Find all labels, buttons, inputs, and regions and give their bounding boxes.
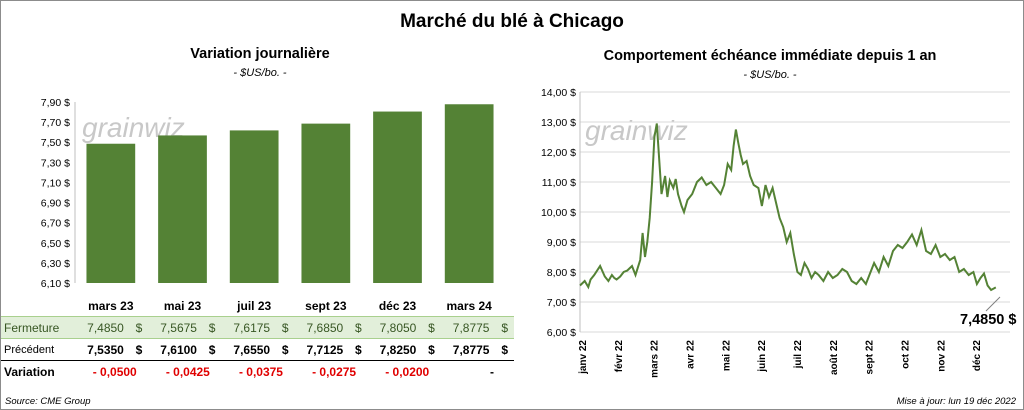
right-chart-title: Comportement échéance immédiate depuis 1… <box>603 48 937 64</box>
table-row-variation: Variation - 0,0500 - 0,0425 - 0,0375 - 0… <box>1 361 514 383</box>
cell-precedent-0: 7,5350 $ <box>87 342 143 357</box>
line-x-tick-label: juil 22 <box>793 340 804 370</box>
cell-variation-0: - 0,0500 <box>92 364 137 379</box>
table-row-fermeture: Fermeture 7,4850 $ 7,5675 $ 7,6175 $ 7,6850… <box>1 316 514 339</box>
cell-variation-2: - 0,0375 <box>238 364 283 379</box>
line-x-tick-label: avr 22 <box>686 340 697 369</box>
cell-fermeture-0: 7,4850 $ <box>87 320 143 335</box>
price-table: Fermeture 7,4850 $ 7,5675 $ 7,6175 $ 7,6850… <box>1 316 514 382</box>
bar-x-tick-label: sept 23 <box>305 299 347 313</box>
line-x-tick-label: nov 22 <box>936 340 947 372</box>
line-y-tick-label: 6,00 $ <box>547 327 576 339</box>
cell-variation-3: - 0,0275 <box>312 364 357 379</box>
cell-precedent-3: 7,7125 $ <box>306 342 362 357</box>
footer-source: Source: CME Group <box>5 396 91 407</box>
bar-x-tick-label: mars 23 <box>88 299 134 313</box>
line-x-tick-label: févr 22 <box>614 340 625 373</box>
bar-0 <box>86 143 136 283</box>
right-chart-unit: - $US/bo. - <box>743 69 797 81</box>
cell-variation-5: - <box>490 364 494 379</box>
cell-fermeture-2: 7,6175 $ <box>233 320 289 335</box>
row-label: Précédent <box>1 338 76 361</box>
line-x-tick-label: oct 22 <box>901 340 912 369</box>
bar-y-tick-label: 7,50 $ <box>41 137 70 149</box>
bar-y-tick-label: 7,70 $ <box>41 117 70 129</box>
table-row-precedent: Précédent 7,5350 $ 7,6100 $ 7,6550 $ 7,7125… <box>1 338 514 361</box>
bar-y-tick-label: 7,90 $ <box>41 97 70 109</box>
bar-3 <box>301 123 351 283</box>
bar-1 <box>158 135 207 283</box>
cell-fermeture-4: 7,8050 $ <box>379 320 435 335</box>
bar-4 <box>373 111 422 283</box>
bar-5 <box>444 104 494 283</box>
bar-2 <box>229 130 279 283</box>
line-y-tick-label: 8,00 $ <box>547 267 576 279</box>
left-chart-title: Variation journalière <box>190 46 330 62</box>
line-x-tick-label: juin 22 <box>757 340 768 373</box>
bar-chart: grainwiz 6,10 $6,30 $6,50 $6,70 $6,90 $7… <box>41 97 494 313</box>
bar-y-tick-label: 6,30 $ <box>41 258 70 270</box>
row-label: Variation <box>4 364 55 379</box>
line-x-tick-label: août 22 <box>829 340 840 375</box>
line-y-tick-label: 11,00 $ <box>542 177 576 189</box>
cell-precedent-1: 7,6100 $ <box>160 342 216 357</box>
cell-fermeture-3: 7,6850 $ <box>306 320 362 335</box>
last-value-pointer <box>985 296 1001 312</box>
bar-y-tick-label: 6,50 $ <box>41 238 70 250</box>
cell-fermeture-5: 7,8775 $ <box>452 320 508 335</box>
line-y-tick-label: 14,00 $ <box>541 87 576 99</box>
bar-y-tick-label: 7,30 $ <box>41 157 70 169</box>
bar-y-tick-label: 6,10 $ <box>41 278 70 290</box>
footer-updated: Mise à jour: lun 19 déc 2022 <box>896 396 1016 407</box>
cell-variation-4: - 0,0200 <box>385 364 430 379</box>
bar-x-tick-label: déc 23 <box>379 299 417 313</box>
bar-y-tick-label: 7,10 $ <box>41 177 70 189</box>
left-chart-unit: - $US/bo. - <box>233 67 287 79</box>
line-y-tick-label: 13,00 $ <box>541 117 576 129</box>
bar-y-tick-label: 6,90 $ <box>41 198 70 210</box>
cell-precedent-4: 7,8250 $ <box>379 342 435 357</box>
line-y-tick-label: 7,00 $ <box>547 297 576 309</box>
bar-x-tick-label: juil 23 <box>236 299 271 313</box>
line-y-tick-label: 9,00 $ <box>547 237 576 249</box>
line-y-tick-label: 10,00 $ <box>541 207 576 219</box>
bar-x-tick-label: mai 23 <box>164 299 202 313</box>
page-title: Marché du blé à Chicago <box>400 11 624 32</box>
watermark-right: grainwiz <box>585 115 688 146</box>
row-label: Fermeture <box>1 316 76 339</box>
cell-precedent-2: 7,6550 $ <box>233 342 289 357</box>
cell-variation-1: - 0,0425 <box>165 364 210 379</box>
line-x-tick-label: sept 22 <box>865 340 876 375</box>
line-x-tick-label: mai 22 <box>721 340 732 372</box>
line-x-tick-label: mars 22 <box>650 340 661 378</box>
cell-precedent-5: 7,8775 $ <box>452 342 508 357</box>
line-series-wheat <box>579 123 997 292</box>
last-value-label: 7,4850 $ <box>960 312 1016 328</box>
cell-fermeture-1: 7,5675 $ <box>160 320 216 335</box>
bar-y-tick-label: 6,70 $ <box>41 218 70 230</box>
bar-x-tick-label: mars 24 <box>446 299 492 313</box>
line-x-tick-label: janv 22 <box>578 340 589 375</box>
line-x-tick-label: déc 22 <box>972 340 983 372</box>
line-y-tick-label: 12,00 $ <box>541 147 576 159</box>
